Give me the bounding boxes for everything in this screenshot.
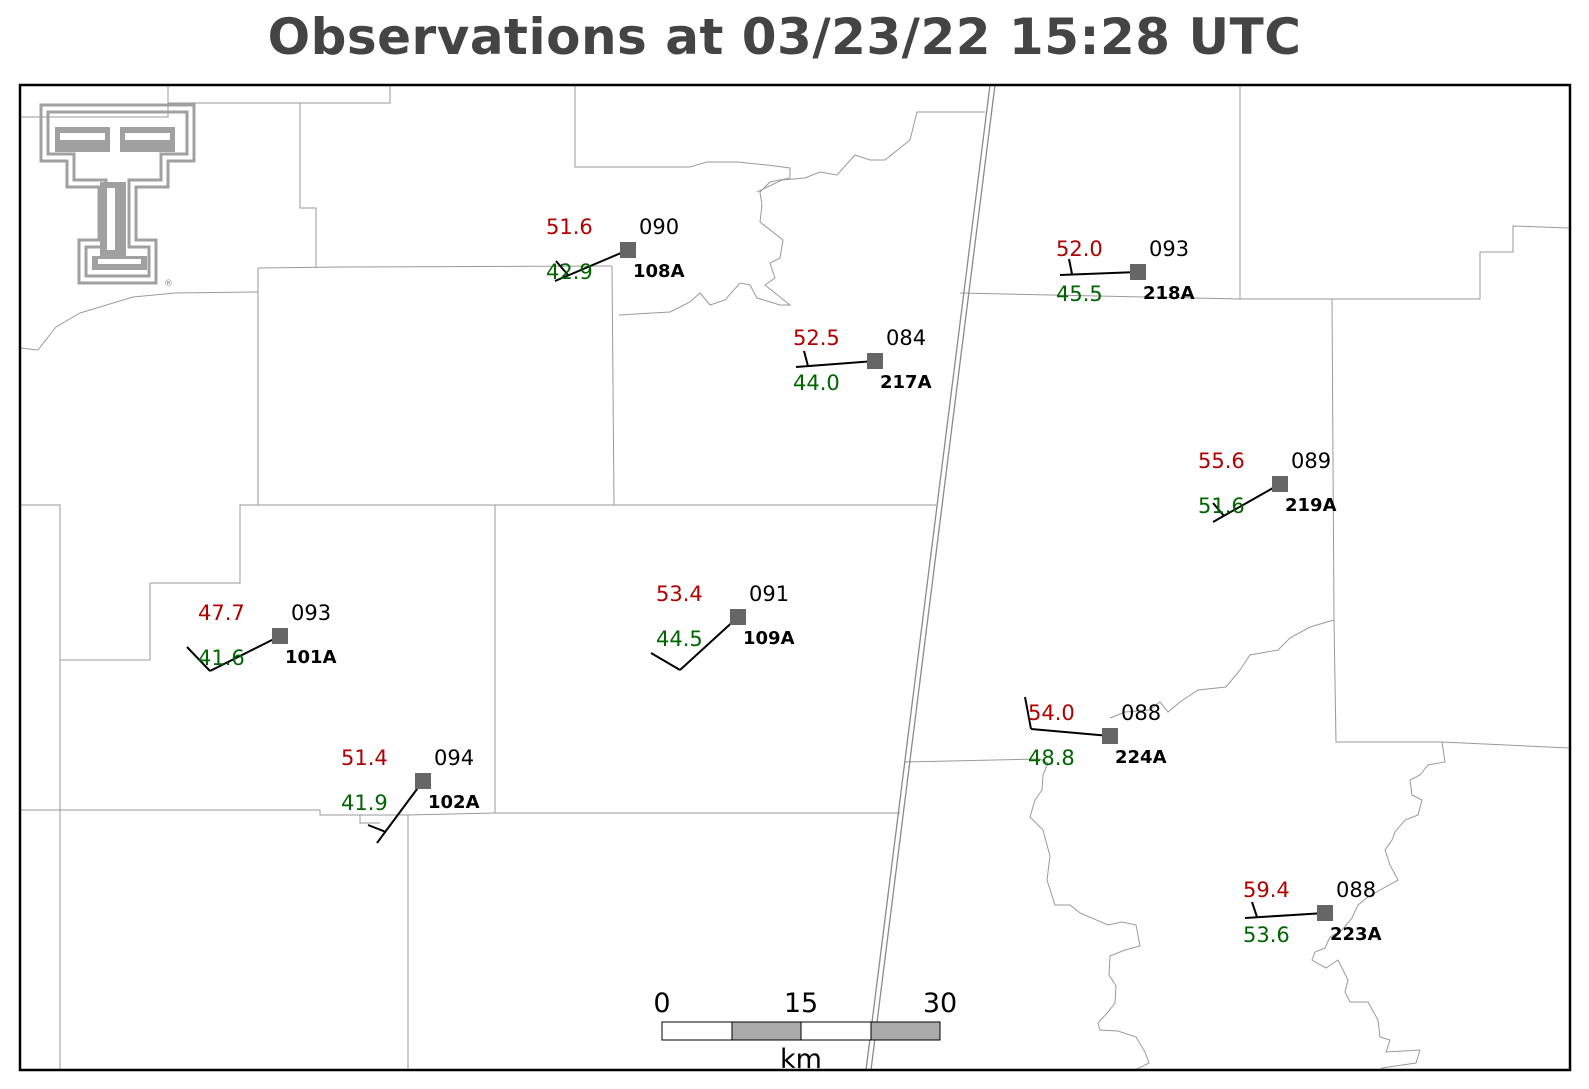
dewpoint-label: 42.9	[546, 260, 593, 284]
temperature-label: 51.4	[341, 746, 388, 770]
texas-tech-double-t-logo: ®	[39, 103, 196, 289]
station-marker	[620, 242, 636, 258]
wind-barb-shaft	[795, 360, 876, 368]
station-marker	[1317, 905, 1333, 921]
wind-barb-flag	[186, 646, 211, 672]
wind-barb-flag	[1251, 901, 1258, 918]
temperature-label: 59.4	[1243, 878, 1290, 902]
wind-barb-flag	[1068, 258, 1073, 275]
temperature-label: 54.0	[1028, 701, 1075, 725]
station-217a[interactable]: 52.5 084 44.0 217A	[793, 326, 932, 395]
wind-barb-shaft	[554, 249, 629, 282]
temperature-label: 53.4	[656, 582, 703, 606]
temperature-label: 52.5	[793, 326, 840, 350]
dewpoint-label: 51.6	[1198, 494, 1245, 518]
humidity-label: 093	[291, 601, 331, 625]
station-marker	[730, 609, 746, 625]
county-borders	[19, 85, 1570, 1071]
wind-barb-shaft	[1030, 728, 1111, 737]
station-101a[interactable]: 47.7 093 41.6 101A	[198, 601, 337, 670]
wind-barb-shaft	[1244, 912, 1326, 919]
humidity-label: 088	[1121, 701, 1161, 725]
scale-bar: 0 15 30 km	[653, 988, 957, 1075]
humidity-label: 091	[749, 582, 789, 606]
wind-barb-shaft	[679, 616, 739, 671]
station-marker	[1130, 264, 1146, 280]
temperature-label: 55.6	[1198, 449, 1245, 473]
station-id-label: 108A	[633, 261, 685, 282]
station-marker	[1272, 476, 1288, 492]
state-boundary	[865, 84, 996, 1071]
dewpoint-label: 48.8	[1028, 746, 1075, 770]
scale-label-0: 0	[653, 988, 670, 1019]
station-109a[interactable]: 53.4 091 44.5 109A	[656, 582, 795, 651]
temperature-label: 51.6	[546, 215, 593, 239]
station-id-label: 101A	[285, 647, 337, 668]
dewpoint-label: 41.9	[341, 791, 388, 815]
scale-unit: km	[780, 1044, 822, 1075]
station-plots: 51.6 090 42.9 108A 52.5 084 44.0 217A 52.0 093 45.…	[198, 215, 1382, 947]
station-224a[interactable]: 54.0 088 48.8 224A	[1028, 701, 1167, 770]
station-id-label: 223A	[1330, 924, 1382, 945]
wind-barbs	[186, 249, 1326, 919]
station-id-label: 224A	[1115, 747, 1167, 768]
dewpoint-label: 45.5	[1056, 282, 1103, 306]
wind-barb-flag	[803, 350, 809, 367]
station-id-label: 218A	[1143, 283, 1195, 304]
wind-barb-flag	[650, 652, 681, 671]
temperature-label: 47.7	[198, 601, 245, 625]
scale-label-30: 30	[923, 988, 957, 1019]
dewpoint-label: 44.0	[793, 371, 840, 395]
wind-barb-shaft	[1059, 271, 1139, 276]
dewpoint-label: 41.6	[198, 646, 245, 670]
dewpoint-label: 44.5	[656, 627, 703, 651]
registered-mark: ®	[164, 279, 173, 289]
wind-barb-flag	[1212, 502, 1225, 517]
humidity-label: 093	[1149, 237, 1189, 261]
wind-barb-flag	[555, 260, 569, 276]
humidity-label: 090	[639, 215, 679, 239]
wind-barb-flag	[1024, 696, 1032, 730]
station-108a[interactable]: 51.6 090 42.9 108A	[546, 215, 685, 284]
station-marker	[272, 628, 288, 644]
station-marker	[415, 773, 431, 789]
wind-barb-shaft	[376, 780, 424, 844]
dewpoint-label: 53.6	[1243, 923, 1290, 947]
station-id-label: 109A	[743, 628, 795, 649]
station-219a[interactable]: 55.6 089 51.6 219A	[1198, 449, 1337, 518]
station-marker	[1102, 728, 1118, 744]
station-id-label: 219A	[1285, 495, 1337, 516]
humidity-label: 089	[1291, 449, 1331, 473]
temperature-label: 52.0	[1056, 237, 1103, 261]
map-title: Observations at 03/23/22 15:28 UTC	[267, 8, 1302, 66]
station-id-label: 102A	[428, 792, 480, 813]
station-102a[interactable]: 51.4 094 41.9 102A	[341, 746, 480, 815]
wind-barb-shaft	[209, 635, 281, 672]
station-marker	[867, 353, 883, 369]
station-id-label: 217A	[880, 372, 932, 393]
wind-barb-flag	[367, 824, 387, 833]
humidity-label: 084	[886, 326, 926, 350]
scale-label-15: 15	[784, 988, 818, 1019]
station-223a[interactable]: 59.4 088 53.6 223A	[1243, 878, 1382, 947]
humidity-label: 088	[1336, 878, 1376, 902]
humidity-label: 094	[434, 746, 474, 770]
station-218a[interactable]: 52.0 093 45.5 218A	[1056, 237, 1195, 306]
map-frame	[18, 83, 1572, 1072]
